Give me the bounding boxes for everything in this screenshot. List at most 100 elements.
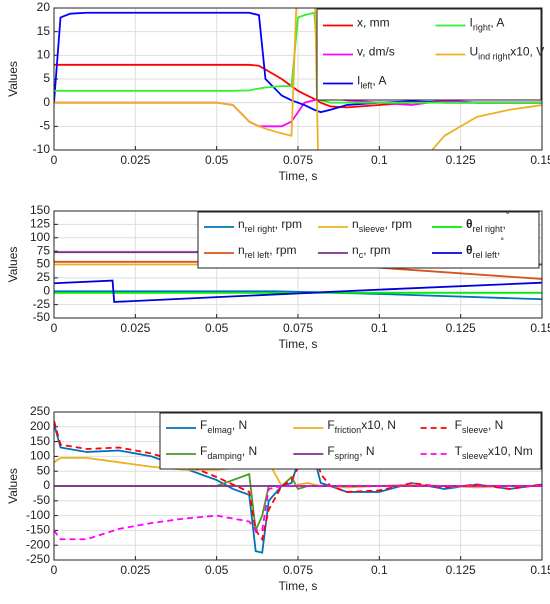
legend-text-part: x10, Nm xyxy=(488,444,533,458)
y-tick-label: 150 xyxy=(30,434,50,448)
x-axis-label: Time, s xyxy=(279,579,318,593)
legend-text-part: , rpm xyxy=(275,217,302,231)
legend-label: θrel left,° xyxy=(466,236,504,260)
legend-label: nrel left, rpm xyxy=(238,243,297,260)
x-tick-label: 0.15 xyxy=(530,153,550,167)
legend-text-part: , xyxy=(497,243,500,257)
x-tick-label: 0.025 xyxy=(120,153,150,167)
y-tick-label: 125 xyxy=(30,217,50,231)
legend-text-part: n xyxy=(352,217,359,231)
legend-label: Tsleevex10, Nm xyxy=(455,444,533,461)
data-line xyxy=(54,11,542,104)
legend-label: nsleeve, rpm xyxy=(352,217,412,234)
data-line xyxy=(54,420,542,542)
legend-text-part: n xyxy=(238,217,245,231)
legend-box xyxy=(159,412,542,470)
legend-label: θrel right,° xyxy=(466,210,510,234)
legend-text-part: ind right xyxy=(478,52,511,62)
x-tick-label: 0.125 xyxy=(446,563,476,577)
x-tick-label: 0 xyxy=(51,321,58,335)
legend-text-part: left xyxy=(360,81,373,91)
x-tick-label: 0.05 xyxy=(205,153,229,167)
y-tick-label: 100 xyxy=(30,449,50,463)
legend-text-part: I xyxy=(357,74,360,88)
x-tick-label: 0.025 xyxy=(120,563,150,577)
legend-text-part: , rpm xyxy=(363,243,390,257)
legend-text-part: sleeve xyxy=(359,224,385,234)
y-tick-label: -25 xyxy=(33,297,51,311)
x-axis-label: Time, s xyxy=(279,337,318,351)
legend-text-part: elmag xyxy=(207,425,232,435)
x-tick-label: 0.1 xyxy=(371,321,388,335)
legend-text-part: sleeve xyxy=(462,451,488,461)
legend-text-part: , A xyxy=(372,74,386,88)
legend-label: Fspring, N xyxy=(327,444,374,461)
legend-text-part: , N xyxy=(359,444,374,458)
legend-text-part: , rpm xyxy=(269,243,296,257)
legend-text-part: rel right xyxy=(473,224,504,234)
x-tick-label: 0 xyxy=(51,563,58,577)
y-axis-label: Values xyxy=(6,61,20,97)
legend-text-part: spring xyxy=(335,451,360,461)
legend-label: Ffrictionx10, N xyxy=(327,418,396,435)
legend-text-part: θ xyxy=(466,217,473,231)
legend-text-part: ° xyxy=(506,210,510,220)
legend-label: Fdamping, N xyxy=(200,444,257,461)
legend-text-part: x, mm xyxy=(357,16,390,30)
legend-box xyxy=(316,8,542,101)
legend-text-part: F xyxy=(327,444,334,458)
y-axis-label: Values xyxy=(6,247,20,283)
legend-text-part: F xyxy=(200,418,207,432)
legend-text-part: c xyxy=(359,250,364,260)
legend-text-part: n xyxy=(352,243,359,257)
data-line xyxy=(54,11,542,114)
subplot: -10 -5 0 5 10 15 20 0 0.025 0.05 0.075 0.1 0.125 0.15… xyxy=(6,0,550,183)
x-tick-label: 0.05 xyxy=(205,563,229,577)
y-tick-label: -250 xyxy=(26,552,50,566)
legend-text-part: , N xyxy=(232,418,247,432)
legend-label: v, dm/s xyxy=(357,45,395,59)
axes-box xyxy=(53,411,543,561)
legend-text-part: , N xyxy=(488,418,503,432)
data-line xyxy=(54,8,542,150)
x-tick-label: 0.1 xyxy=(371,563,388,577)
legend-text-part: n xyxy=(238,243,245,257)
legend-text-part: rel left xyxy=(245,250,270,260)
y-tick-label: -100 xyxy=(26,508,50,522)
x-tick-label: 0.05 xyxy=(205,321,229,335)
x-tick-label: 0.15 xyxy=(530,563,550,577)
legend-text-part: sleeve xyxy=(462,425,488,435)
legend-label: Felmag, N xyxy=(200,418,247,435)
legend-text-part: damping xyxy=(207,451,242,461)
legend-text-part: v, dm/s xyxy=(357,45,395,59)
data-line xyxy=(54,279,542,303)
y-tick-label: 0 xyxy=(43,95,50,109)
x-tick-label: 0.075 xyxy=(283,321,313,335)
legend-text-part: θ xyxy=(466,243,473,257)
legend-box xyxy=(197,211,540,269)
legend-text-part: right xyxy=(473,23,491,33)
y-tick-label: 0 xyxy=(43,283,50,297)
legend-label: Ileft, A xyxy=(357,74,386,91)
y-tick-label: 20 xyxy=(37,0,51,14)
x-tick-label: 0.125 xyxy=(446,321,476,335)
legend-text-part: friction xyxy=(335,425,362,435)
axes-box xyxy=(53,7,543,151)
legend-text-part: x10, N xyxy=(361,418,396,432)
legend-label: nc, rpm xyxy=(352,243,391,260)
legend-label: x, mm xyxy=(357,16,390,30)
legend-text-part: , A xyxy=(490,16,504,30)
x-tick-label: 0.075 xyxy=(283,153,313,167)
x-tick-label: 0.025 xyxy=(120,321,150,335)
y-tick-label: 250 xyxy=(30,404,50,418)
x-tick-label: 0.125 xyxy=(446,153,476,167)
legend-text-part: , xyxy=(503,217,506,231)
y-tick-label: 100 xyxy=(30,230,50,244)
legend-text-part: F xyxy=(455,418,462,432)
x-tick-label: 0.075 xyxy=(283,563,313,577)
